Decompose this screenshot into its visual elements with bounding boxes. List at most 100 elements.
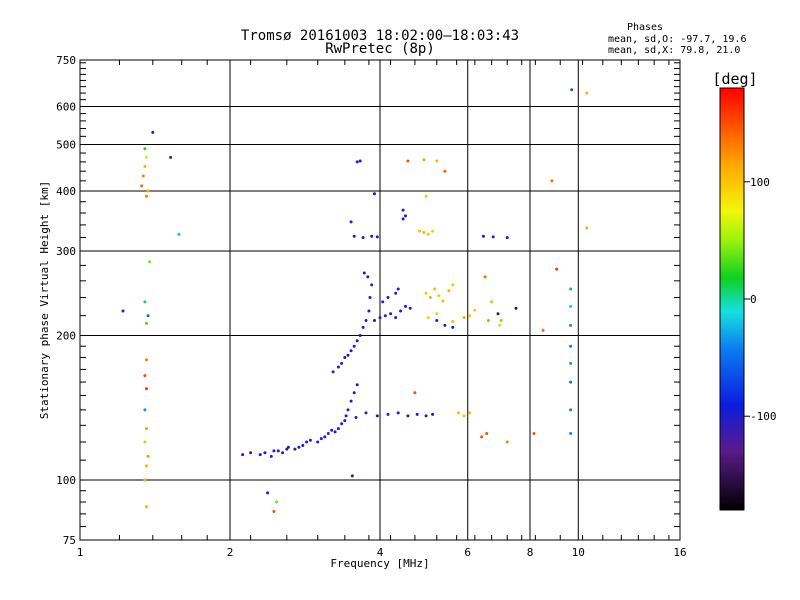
data-point	[404, 214, 407, 218]
x-tick-label: 8	[527, 546, 534, 559]
data-point	[401, 208, 405, 212]
data-point	[272, 449, 276, 453]
x-tick-label: 2	[227, 546, 234, 559]
colorbar-ticks: 100 0 -100	[744, 176, 777, 423]
y-tick-label: 600	[56, 101, 76, 114]
data-point	[364, 319, 368, 322]
data-point	[378, 316, 382, 320]
plot-frame	[79, 59, 681, 541]
chart-title: Tromsø 20161003 18:02:00–18:03:43	[241, 28, 519, 44]
data-point	[346, 408, 350, 412]
data-points	[121, 88, 589, 513]
data-point	[331, 370, 335, 374]
data-point	[401, 217, 405, 221]
data-point	[297, 445, 301, 449]
data-point	[431, 229, 435, 233]
data-point	[375, 414, 379, 418]
data-point	[468, 411, 471, 415]
data-point	[499, 319, 503, 322]
data-point	[383, 314, 387, 318]
y-tick-label: 400	[56, 185, 76, 198]
data-point	[435, 319, 439, 322]
data-point	[281, 451, 285, 455]
data-point	[462, 414, 466, 418]
phases-title: Phases	[627, 22, 663, 33]
data-point	[340, 422, 344, 426]
data-point	[121, 309, 125, 313]
data-point	[301, 444, 305, 447]
data-point	[343, 419, 347, 423]
data-point	[146, 454, 150, 458]
y-tick-label: 200	[56, 330, 76, 343]
data-point	[426, 232, 430, 236]
data-point	[413, 391, 417, 395]
data-point	[433, 287, 437, 291]
data-point	[145, 155, 148, 159]
data-point	[447, 289, 451, 293]
data-point	[143, 408, 147, 412]
x-axis-title: Frequency [MHz]	[330, 557, 429, 570]
data-point	[541, 328, 545, 332]
data-point	[349, 399, 353, 403]
data-point	[364, 411, 368, 415]
data-point	[352, 234, 356, 238]
y-tick-label: 500	[56, 139, 76, 152]
data-point	[550, 179, 554, 183]
data-point	[406, 159, 410, 163]
data-point	[145, 427, 148, 431]
data-point	[272, 510, 276, 513]
data-point	[293, 447, 297, 451]
data-point	[569, 380, 573, 384]
data-point	[350, 474, 354, 478]
data-point	[490, 300, 494, 304]
data-point	[569, 361, 573, 365]
data-point	[569, 432, 573, 435]
data-point	[451, 325, 455, 329]
data-point	[148, 260, 152, 264]
data-point	[362, 271, 366, 275]
data-point	[396, 287, 400, 291]
data-point	[145, 358, 148, 362]
data-point	[361, 236, 365, 240]
data-point	[386, 412, 390, 416]
data-point	[514, 306, 518, 310]
data-point	[263, 451, 267, 455]
data-point	[486, 319, 490, 322]
data-point	[394, 291, 398, 295]
data-point	[323, 435, 327, 439]
data-point	[373, 319, 376, 322]
axis-ticks	[79, 60, 680, 541]
colorbar-label: [deg]	[712, 70, 757, 88]
data-point	[480, 435, 484, 439]
data-point	[396, 411, 400, 415]
data-point	[343, 356, 347, 359]
data-point	[145, 194, 148, 198]
data-point	[336, 427, 340, 431]
data-point	[422, 158, 426, 162]
data-point	[146, 314, 150, 318]
data-point	[361, 325, 365, 329]
data-point	[141, 174, 145, 178]
data-point	[437, 294, 441, 298]
data-point	[468, 314, 471, 318]
data-point	[585, 226, 589, 230]
data-point	[358, 334, 362, 337]
data-point	[406, 414, 410, 418]
x-tick-label: 10	[572, 546, 585, 559]
data-point	[354, 416, 358, 419]
data-point	[367, 309, 371, 313]
data-point	[428, 296, 432, 299]
data-point	[145, 321, 148, 325]
data-point	[368, 296, 372, 299]
data-point	[422, 230, 426, 234]
data-point	[491, 235, 495, 239]
data-point	[441, 299, 445, 303]
y-tick-label: 300	[56, 245, 76, 258]
data-point	[483, 275, 487, 279]
data-point	[451, 319, 455, 323]
data-point	[140, 184, 144, 188]
data-point	[426, 316, 430, 320]
data-point	[375, 235, 379, 239]
data-point	[286, 445, 290, 449]
data-point	[143, 300, 147, 304]
